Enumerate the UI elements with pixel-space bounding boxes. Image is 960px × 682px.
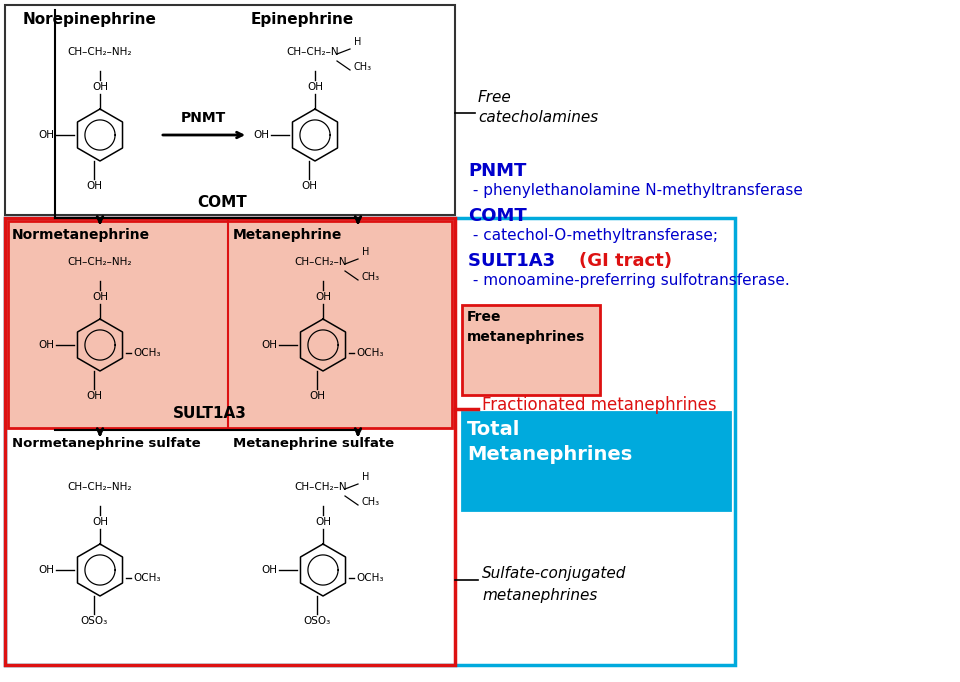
Text: OH: OH <box>261 565 277 575</box>
Text: Free: Free <box>478 90 512 105</box>
Text: Normetanephrine sulfate: Normetanephrine sulfate <box>12 437 201 450</box>
Text: OCH₃: OCH₃ <box>133 348 160 358</box>
Text: OCH₃: OCH₃ <box>356 573 383 583</box>
Text: CH–CH₂–N: CH–CH₂–N <box>295 257 348 267</box>
Text: PNMT: PNMT <box>180 111 226 125</box>
Bar <box>8 221 452 428</box>
Text: Metanephrine: Metanephrine <box>233 228 343 242</box>
Text: OH: OH <box>38 565 54 575</box>
Text: OCH₃: OCH₃ <box>133 573 160 583</box>
Text: H: H <box>362 472 370 482</box>
Text: Norepinephrine: Norepinephrine <box>23 12 156 27</box>
Text: OH: OH <box>92 517 108 527</box>
Text: Epinephrine: Epinephrine <box>251 12 353 27</box>
Text: CH–CH₂–N: CH–CH₂–N <box>287 47 339 57</box>
Text: CH–CH₂–NH₂: CH–CH₂–NH₂ <box>68 47 132 57</box>
Bar <box>5 5 455 215</box>
Text: (GI tract): (GI tract) <box>579 252 672 270</box>
Text: CH–CH₂–NH₂: CH–CH₂–NH₂ <box>68 257 132 267</box>
Text: OH: OH <box>301 181 317 191</box>
Text: Normetanephrine: Normetanephrine <box>12 228 150 242</box>
Text: catecholamines: catecholamines <box>478 110 598 125</box>
Text: OH: OH <box>315 517 331 527</box>
Text: metanephrines: metanephrines <box>482 588 597 603</box>
Text: OH: OH <box>38 130 54 140</box>
Text: PNMT: PNMT <box>468 162 526 180</box>
Text: OH: OH <box>38 340 54 350</box>
Text: OCH₃: OCH₃ <box>356 348 383 358</box>
Text: OH: OH <box>92 292 108 302</box>
Text: - catechol-O-methyltransferase;: - catechol-O-methyltransferase; <box>468 228 718 243</box>
Text: OH: OH <box>253 130 269 140</box>
Text: Fractionated metanephrines: Fractionated metanephrines <box>482 396 716 414</box>
Text: H: H <box>362 247 370 257</box>
Text: CH–CH₂–NH₂: CH–CH₂–NH₂ <box>68 482 132 492</box>
Bar <box>5 218 735 665</box>
Text: CH₃: CH₃ <box>362 497 380 507</box>
Text: OH: OH <box>92 82 108 92</box>
Text: Sulfate-conjugated: Sulfate-conjugated <box>482 566 626 581</box>
Text: OSO₃: OSO₃ <box>303 616 330 626</box>
Text: metanephrines: metanephrines <box>467 330 586 344</box>
Text: OH: OH <box>309 391 325 401</box>
Text: COMT: COMT <box>468 207 527 225</box>
Text: OH: OH <box>307 82 323 92</box>
Bar <box>5 218 455 665</box>
Text: OH: OH <box>86 181 102 191</box>
Bar <box>462 412 730 510</box>
Text: Metanephrine sulfate: Metanephrine sulfate <box>233 437 395 450</box>
Text: OH: OH <box>86 391 102 401</box>
Text: H: H <box>354 37 361 47</box>
Text: CH₃: CH₃ <box>354 62 372 72</box>
Text: OH: OH <box>261 340 277 350</box>
Text: Free: Free <box>467 310 501 324</box>
Text: SULT1A3: SULT1A3 <box>468 252 562 270</box>
Text: Total: Total <box>467 420 520 439</box>
Text: - monoamine-preferring sulfotransferase.: - monoamine-preferring sulfotransferase. <box>468 273 790 288</box>
Text: Metanephrines: Metanephrines <box>467 445 633 464</box>
Text: SULT1A3: SULT1A3 <box>173 406 247 421</box>
Text: CH₃: CH₃ <box>362 272 380 282</box>
Text: OSO₃: OSO₃ <box>81 616 108 626</box>
Bar <box>462 305 600 395</box>
Text: CH–CH₂–N: CH–CH₂–N <box>295 482 348 492</box>
Text: - phenylethanolamine N-methyltransferase: - phenylethanolamine N-methyltransferase <box>468 183 803 198</box>
Text: OH: OH <box>315 292 331 302</box>
Text: COMT: COMT <box>197 195 247 210</box>
